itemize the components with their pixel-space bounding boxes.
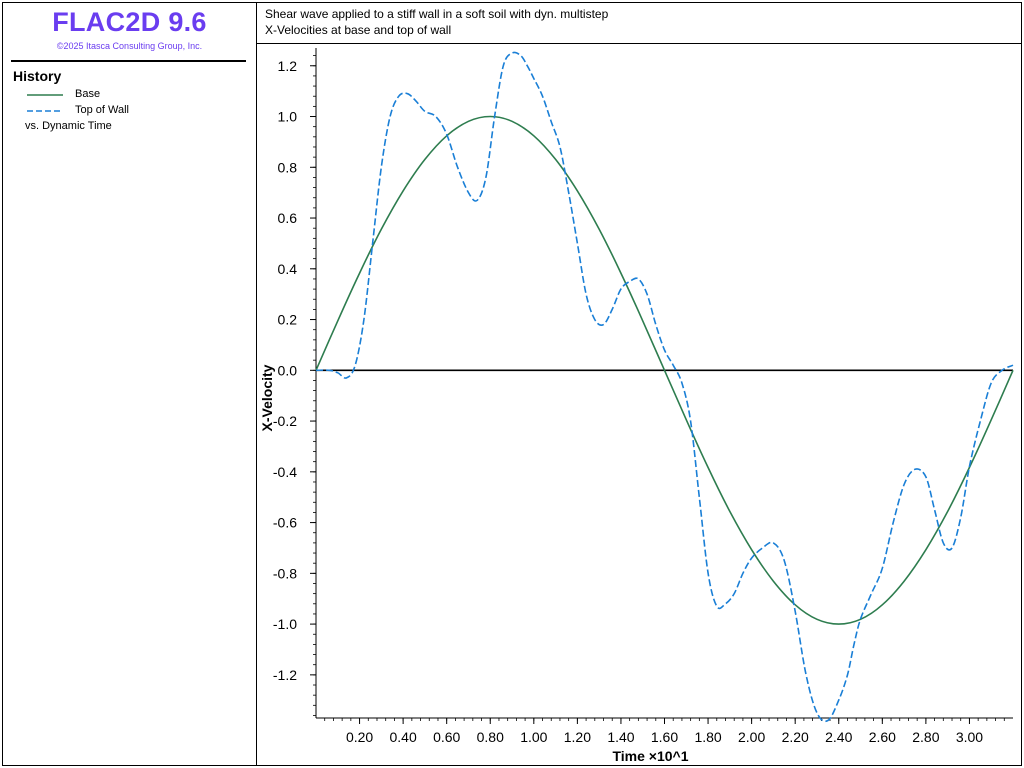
chart-title: Shear wave applied to a stiff wall in a … bbox=[265, 7, 609, 21]
chart-header: Shear wave applied to a stiff wall in a … bbox=[257, 3, 1021, 44]
y-tick-label-9: -0.6 bbox=[273, 515, 297, 531]
app-title: FLAC2D 9.6 bbox=[52, 7, 207, 37]
x-tick-label-13: 2.80 bbox=[912, 729, 939, 745]
x-tick-label-9: 2.00 bbox=[738, 729, 765, 745]
legend-panel: FLAC2D 9.6 ©2025 Itasca Consulting Group… bbox=[3, 3, 257, 765]
y-tick-label-2: 0.8 bbox=[278, 159, 298, 175]
y-tick-label-0: 1.2 bbox=[278, 58, 298, 74]
copyright-text: ©2025 Itasca Consulting Group, Inc. bbox=[56, 41, 203, 51]
legend-label-base: Base bbox=[75, 88, 101, 100]
x-tick-label-7: 1.60 bbox=[651, 729, 678, 745]
sidebar-divider bbox=[11, 60, 246, 62]
x-tick-label-10: 2.20 bbox=[782, 729, 809, 745]
y-tick-label-8: -0.4 bbox=[273, 464, 297, 480]
x-axis-label: Time ×10^1 bbox=[612, 748, 688, 764]
x-tick-label-14: 3.00 bbox=[956, 729, 983, 745]
x-tick-label-4: 1.00 bbox=[520, 729, 547, 745]
y-tick-label-1: 1.0 bbox=[278, 109, 298, 125]
y-tick-label-3: 0.6 bbox=[278, 210, 298, 226]
legend-swatch-base bbox=[27, 94, 63, 96]
y-tick-label-11: -1.0 bbox=[273, 616, 297, 632]
y-tick-label-10: -0.8 bbox=[273, 565, 297, 581]
x-tick-label-3: 0.80 bbox=[477, 729, 504, 745]
legend-vs-label: vs. Dynamic Time bbox=[25, 120, 112, 132]
x-tick-label-12: 2.60 bbox=[869, 729, 896, 745]
y-axis-label: X-Velocity bbox=[259, 364, 275, 431]
y-tick-label-5: 0.2 bbox=[278, 312, 298, 328]
x-tick-label-8: 1.80 bbox=[694, 729, 721, 745]
chart-subtitle: X-Velocities at base and top of wall bbox=[265, 23, 452, 37]
legend-heading: History bbox=[13, 68, 62, 84]
y-tick-label-4: 0.4 bbox=[278, 261, 298, 277]
series-line-base bbox=[315, 115, 1014, 625]
x-tick-label-5: 1.20 bbox=[564, 729, 591, 745]
y-tick-label-12: -1.2 bbox=[273, 667, 297, 683]
legend-swatch-top-of-wall bbox=[27, 110, 63, 112]
y-tick-label-6: 0.0 bbox=[278, 362, 298, 378]
series-line-top-of-wall bbox=[315, 51, 1014, 723]
y-tick-label-7: -0.2 bbox=[273, 413, 297, 429]
x-tick-label-0: 0.20 bbox=[346, 729, 373, 745]
legend-label-top-of-wall: Top of Wall bbox=[75, 104, 130, 116]
x-tick-label-1: 0.40 bbox=[390, 729, 417, 745]
x-tick-label-2: 0.60 bbox=[433, 729, 460, 745]
x-tick-label-11: 2.40 bbox=[825, 729, 852, 745]
x-tick-label-6: 1.40 bbox=[607, 729, 634, 745]
